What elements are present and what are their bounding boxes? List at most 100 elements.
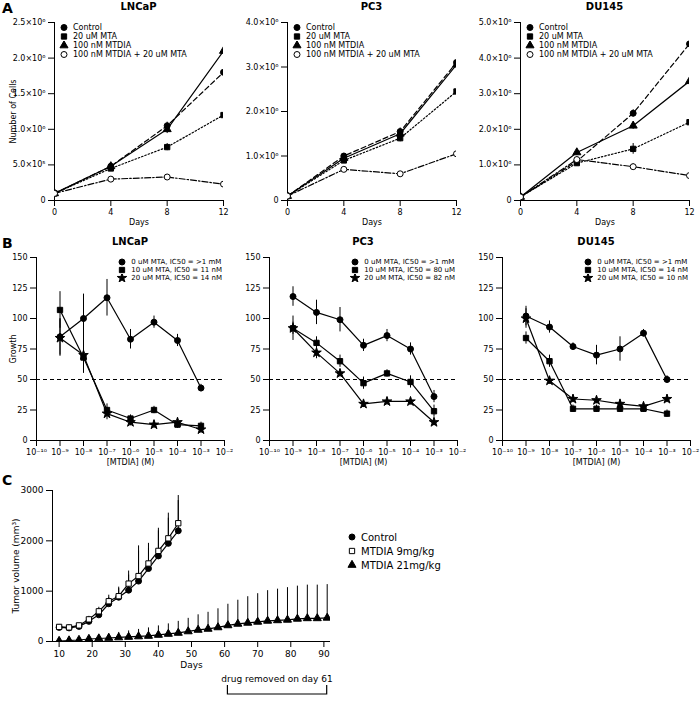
svg-text:125: 125 xyxy=(12,284,27,293)
svg-text:10⁻⁶: 10⁻⁶ xyxy=(588,448,606,457)
svg-text:8: 8 xyxy=(165,208,170,217)
svg-text:Growth: Growth xyxy=(9,335,18,364)
svg-text:50: 50 xyxy=(483,375,493,384)
svg-text:0: 0 xyxy=(255,436,260,445)
svg-text:70: 70 xyxy=(252,649,264,659)
svg-text:0: 0 xyxy=(488,436,493,445)
svg-text:150: 150 xyxy=(245,253,260,262)
svg-text:4: 4 xyxy=(341,208,346,217)
svg-text:10⁻⁵: 10⁻⁵ xyxy=(145,448,163,457)
html-text:Control: Control xyxy=(361,531,398,543)
svg-text:75: 75 xyxy=(250,345,260,354)
svg-text:10⁻⁹: 10⁻⁹ xyxy=(284,448,302,457)
svg-text:4.0×10⁶: 4.0×10⁶ xyxy=(479,54,512,63)
svg-text:90: 90 xyxy=(318,649,330,659)
svg-text:75: 75 xyxy=(17,345,27,354)
svg-text:[MTDIA] (M): [MTDIA] (M) xyxy=(340,458,388,467)
svg-text:5.0×10⁶: 5.0×10⁶ xyxy=(479,18,512,27)
svg-text:4: 4 xyxy=(574,208,579,217)
svg-text:10⁻⁶: 10⁻⁶ xyxy=(122,448,140,457)
svg-text:12: 12 xyxy=(218,208,228,217)
svg-text:10⁻⁵: 10⁻⁵ xyxy=(611,448,629,457)
svg-text:12: 12 xyxy=(451,208,461,217)
svg-text:2000: 2000 xyxy=(21,536,44,546)
svg-text:10⁻⁸: 10⁻⁸ xyxy=(75,448,93,457)
svg-text:20: 20 xyxy=(86,649,98,659)
svg-text:10⁻⁸: 10⁻⁸ xyxy=(308,448,326,457)
svg-text:drug removed on day 61: drug removed on day 61 xyxy=(221,674,332,684)
svg-text:12: 12 xyxy=(684,208,694,217)
svg-text:10⁻³: 10⁻³ xyxy=(192,448,210,457)
svg-text:0: 0 xyxy=(40,196,45,205)
svg-text:10⁻⁶: 10⁻⁶ xyxy=(355,448,373,457)
svg-text:5.0×10⁵: 5.0×10⁵ xyxy=(13,160,46,169)
svg-text:Tumor volume (mm³): Tumor volume (mm³) xyxy=(11,518,21,614)
svg-text:50: 50 xyxy=(17,375,27,384)
svg-text:10⁻⁹: 10⁻⁹ xyxy=(51,448,69,457)
svg-text:100: 100 xyxy=(12,314,27,323)
svg-text:1.0×10⁶: 1.0×10⁶ xyxy=(479,160,512,169)
svg-text:Number of Cells: Number of Cells xyxy=(9,79,18,143)
svg-text:3.0×10⁶: 3.0×10⁶ xyxy=(246,63,279,72)
svg-text:0: 0 xyxy=(506,196,511,205)
svg-text:0: 0 xyxy=(52,208,57,217)
svg-text:0: 0 xyxy=(22,436,27,445)
svg-text:100: 100 xyxy=(245,314,260,323)
svg-text:10⁻⁵: 10⁻⁵ xyxy=(378,448,396,457)
svg-text:25: 25 xyxy=(250,406,260,415)
svg-text:[MTDIA] (M): [MTDIA] (M) xyxy=(107,458,155,467)
svg-text:8: 8 xyxy=(631,208,636,217)
svg-text:125: 125 xyxy=(478,284,493,293)
svg-text:Days: Days xyxy=(180,660,203,670)
svg-text:2.0×10⁶: 2.0×10⁶ xyxy=(479,125,512,134)
svg-text:0: 0 xyxy=(518,208,523,217)
svg-text:150: 150 xyxy=(478,253,493,262)
svg-text:1000: 1000 xyxy=(21,586,44,596)
svg-text:8: 8 xyxy=(398,208,403,217)
svg-text:0: 0 xyxy=(285,208,290,217)
svg-text:10⁻⁴: 10⁻⁴ xyxy=(402,448,420,457)
svg-text:25: 25 xyxy=(17,406,27,415)
svg-text:60: 60 xyxy=(219,649,231,659)
svg-text:4.0×10⁶: 4.0×10⁶ xyxy=(246,18,279,27)
svg-text:150: 150 xyxy=(12,253,27,262)
svg-text:Days: Days xyxy=(595,218,615,227)
svg-text:Days: Days xyxy=(129,218,149,227)
svg-text:10⁻²: 10⁻² xyxy=(682,448,700,457)
svg-text:10⁻³: 10⁻³ xyxy=(425,448,443,457)
svg-text:80: 80 xyxy=(285,649,297,659)
svg-text:10⁻⁷: 10⁻⁷ xyxy=(98,448,116,457)
svg-text:10⁻¹⁰: 10⁻¹⁰ xyxy=(26,448,47,457)
svg-text:75: 75 xyxy=(483,345,493,354)
svg-text:1.0×10⁶: 1.0×10⁶ xyxy=(246,152,279,161)
svg-text:10⁻⁴: 10⁻⁴ xyxy=(635,448,653,457)
svg-text:10⁻⁴: 10⁻⁴ xyxy=(169,448,187,457)
svg-text:50: 50 xyxy=(186,649,198,659)
svg-text:4: 4 xyxy=(108,208,113,217)
svg-text:10⁻⁷: 10⁻⁷ xyxy=(331,448,349,457)
svg-text:3.0×10⁶: 3.0×10⁶ xyxy=(479,89,512,98)
svg-text:100: 100 xyxy=(478,314,493,323)
svg-text:10⁻³: 10⁻³ xyxy=(658,448,676,457)
svg-text:10⁻²: 10⁻² xyxy=(216,448,234,457)
svg-text:10⁻¹⁰: 10⁻¹⁰ xyxy=(492,448,513,457)
svg-text:0: 0 xyxy=(273,196,278,205)
svg-text:0: 0 xyxy=(38,636,44,646)
svg-text:30: 30 xyxy=(120,649,132,659)
svg-text:25: 25 xyxy=(483,406,493,415)
svg-text:40: 40 xyxy=(153,649,165,659)
svg-text:[MTDIA] (M): [MTDIA] (M) xyxy=(573,458,621,467)
svg-text:10⁻⁷: 10⁻⁷ xyxy=(564,448,582,457)
svg-text:2.0×10⁶: 2.0×10⁶ xyxy=(246,107,279,116)
svg-text:10⁻⁸: 10⁻⁸ xyxy=(541,448,559,457)
svg-text:50: 50 xyxy=(250,375,260,384)
svg-text:2.5×10⁶: 2.5×10⁶ xyxy=(13,18,46,27)
svg-text:10⁻¹⁰: 10⁻¹⁰ xyxy=(259,448,280,457)
svg-text:10: 10 xyxy=(53,649,65,659)
svg-text:125: 125 xyxy=(245,284,260,293)
svg-text:3000: 3000 xyxy=(21,485,44,495)
svg-text:2.0×10⁶: 2.0×10⁶ xyxy=(13,54,46,63)
svg-text:10⁻²: 10⁻² xyxy=(449,448,467,457)
svg-text:10⁻⁹: 10⁻⁹ xyxy=(517,448,535,457)
svg-text:Days: Days xyxy=(362,218,382,227)
